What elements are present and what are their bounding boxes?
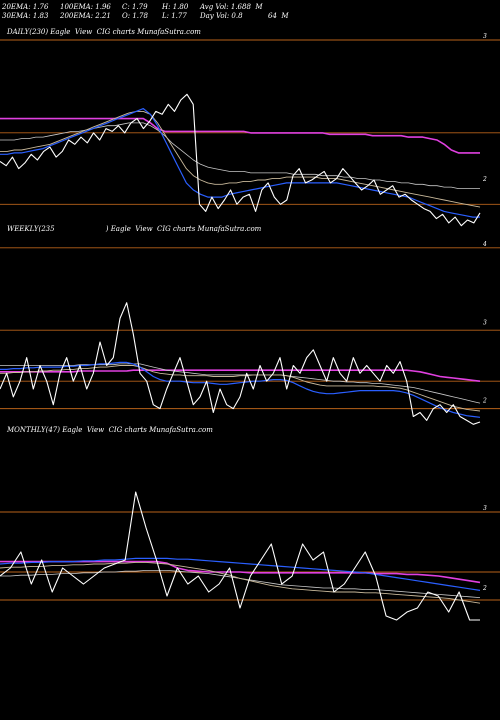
daily-panel: 32 bbox=[0, 33, 500, 227]
weekly-ytick-label-2: 2 bbox=[482, 398, 487, 405]
monthly-ema30-line bbox=[0, 561, 481, 604]
monthly-ytick-label-1: 2 bbox=[482, 585, 487, 592]
daily-ytick-label-1: 2 bbox=[482, 176, 487, 183]
monthly-panel-label: MONTHLY(47) Eagle View CIG charts Munafa… bbox=[7, 426, 213, 434]
weekly-price-line bbox=[0, 302, 481, 425]
ema30-value: 30EMA: 1.83 bbox=[2, 12, 49, 20]
daily-ytick-label-0: 3 bbox=[483, 33, 487, 40]
monthly-ema20-line bbox=[0, 557, 481, 591]
close-value: C: 1.79 bbox=[122, 3, 148, 11]
daily-panel-label: DAILY(230) Eagle View CIG charts MunafaS… bbox=[7, 28, 201, 36]
day-volume-value: Day Vol: 0.8 bbox=[200, 12, 243, 20]
ema200-value: 200EMA: 2.21 bbox=[60, 12, 111, 20]
daily-ema30-line bbox=[0, 110, 481, 208]
weekly-ema100-line bbox=[0, 363, 481, 404]
daily-ema20-line bbox=[0, 107, 480, 218]
weekly-ytick-label-1: 3 bbox=[483, 319, 487, 326]
weekly-ema30-line bbox=[0, 365, 481, 412]
monthly-panel: 32 bbox=[0, 491, 500, 621]
indicator-header: 20EMA: 1.76 100EMA: 1.96 C: 1.79 H: 1.80… bbox=[2, 3, 500, 111]
daily-price-line bbox=[0, 93, 481, 227]
low-value: L: 1.77 bbox=[162, 12, 187, 20]
ema20-value: 20EMA: 1.76 bbox=[2, 3, 49, 11]
daily-ema100-line bbox=[0, 122, 480, 190]
open-value: O: 1.78 bbox=[122, 12, 148, 20]
high-value: H: 1.80 bbox=[162, 3, 189, 11]
monthly-ytick-label-0: 3 bbox=[483, 505, 487, 512]
weekly-panel-label: WEEKLY(235 ) Eagle View CIG charts Munaf… bbox=[7, 225, 262, 233]
weekly-ema200-line bbox=[0, 369, 481, 382]
weekly-panel: 4 3 2 bbox=[0, 241, 500, 425]
ema100-value: 100EMA: 1.96 bbox=[60, 3, 111, 11]
monthly-price-line bbox=[0, 491, 480, 621]
daily-ema200-line bbox=[0, 117, 480, 154]
weekly-ytick-label-0: 4 bbox=[482, 241, 487, 248]
day-volume-unit: 64 M bbox=[268, 12, 289, 20]
avg-volume-value: Avg Vol: 1.688 M bbox=[200, 3, 263, 11]
